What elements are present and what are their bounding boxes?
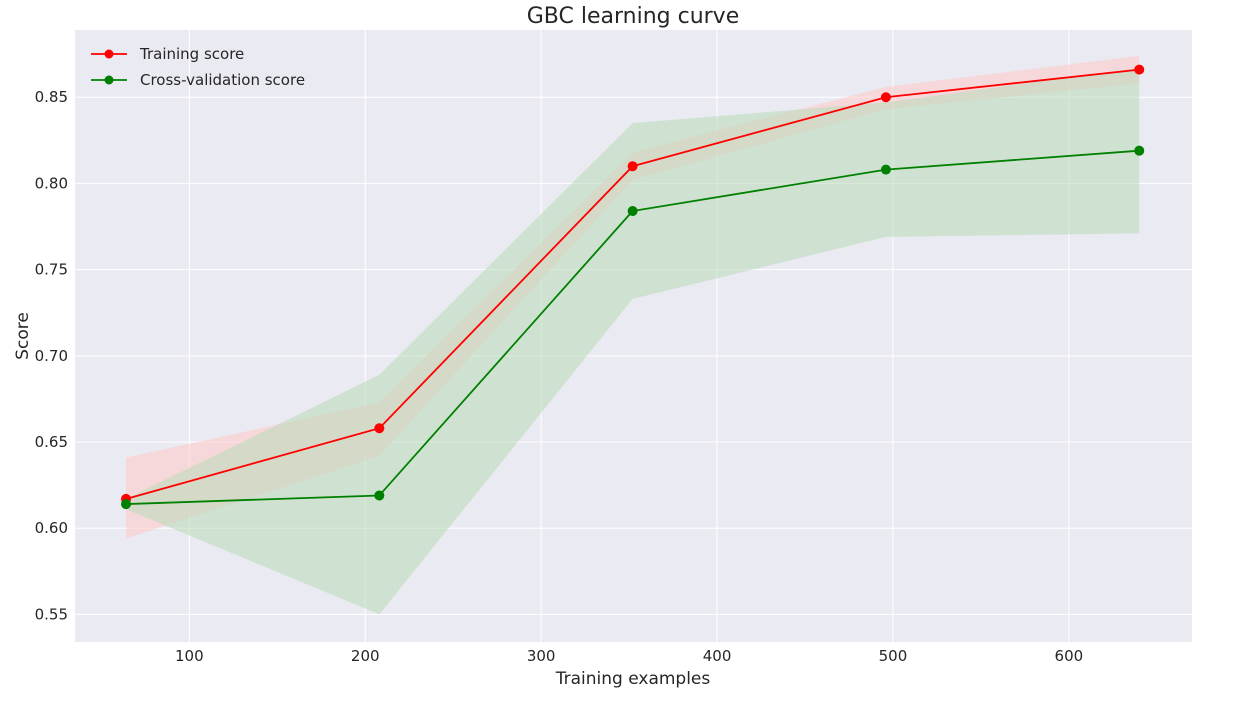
- training-score-point: [1134, 64, 1145, 75]
- training-score-point: [880, 92, 891, 103]
- legend-marker: [104, 75, 114, 85]
- cv-score-band: [126, 67, 1140, 615]
- x-tick-label: 600: [1055, 647, 1084, 665]
- x-axis-ticks: 100 200 300 400 500 600: [175, 647, 1083, 665]
- legend: Training score Cross-validation score: [91, 45, 305, 89]
- x-tick-label: 500: [879, 647, 908, 665]
- cv-score-point: [121, 499, 132, 510]
- chart-title: GBC learning curve: [527, 4, 740, 29]
- score-bands: [126, 55, 1140, 615]
- y-axis-label: Score: [13, 312, 33, 360]
- y-tick-label: 0.85: [35, 88, 68, 106]
- x-tick-label: 200: [351, 647, 380, 665]
- y-tick-label: 0.60: [35, 519, 68, 537]
- cv-score-point: [627, 206, 638, 217]
- y-axis-ticks: 0.55 0.60 0.65 0.70 0.75 0.80 0.85: [35, 88, 68, 623]
- y-tick-label: 0.70: [35, 347, 68, 365]
- series-lines: [121, 64, 1145, 510]
- y-tick-label: 0.65: [35, 433, 68, 451]
- training-score-point: [627, 161, 638, 172]
- legend-label: Training score: [139, 45, 244, 63]
- cv-score-point: [374, 490, 385, 501]
- cv-score-point: [1134, 145, 1145, 156]
- legend-marker: [104, 49, 114, 59]
- x-tick-label: 400: [703, 647, 732, 665]
- x-tick-label: 300: [527, 647, 556, 665]
- y-tick-label: 0.80: [35, 174, 68, 192]
- x-tick-label: 100: [175, 647, 204, 665]
- legend-label: Cross-validation score: [140, 71, 305, 89]
- x-axis-label: Training examples: [555, 669, 711, 689]
- cv-score-point: [880, 164, 891, 175]
- y-tick-label: 0.75: [35, 261, 68, 279]
- y-tick-label: 0.55: [35, 605, 68, 623]
- training-score-point: [374, 423, 385, 434]
